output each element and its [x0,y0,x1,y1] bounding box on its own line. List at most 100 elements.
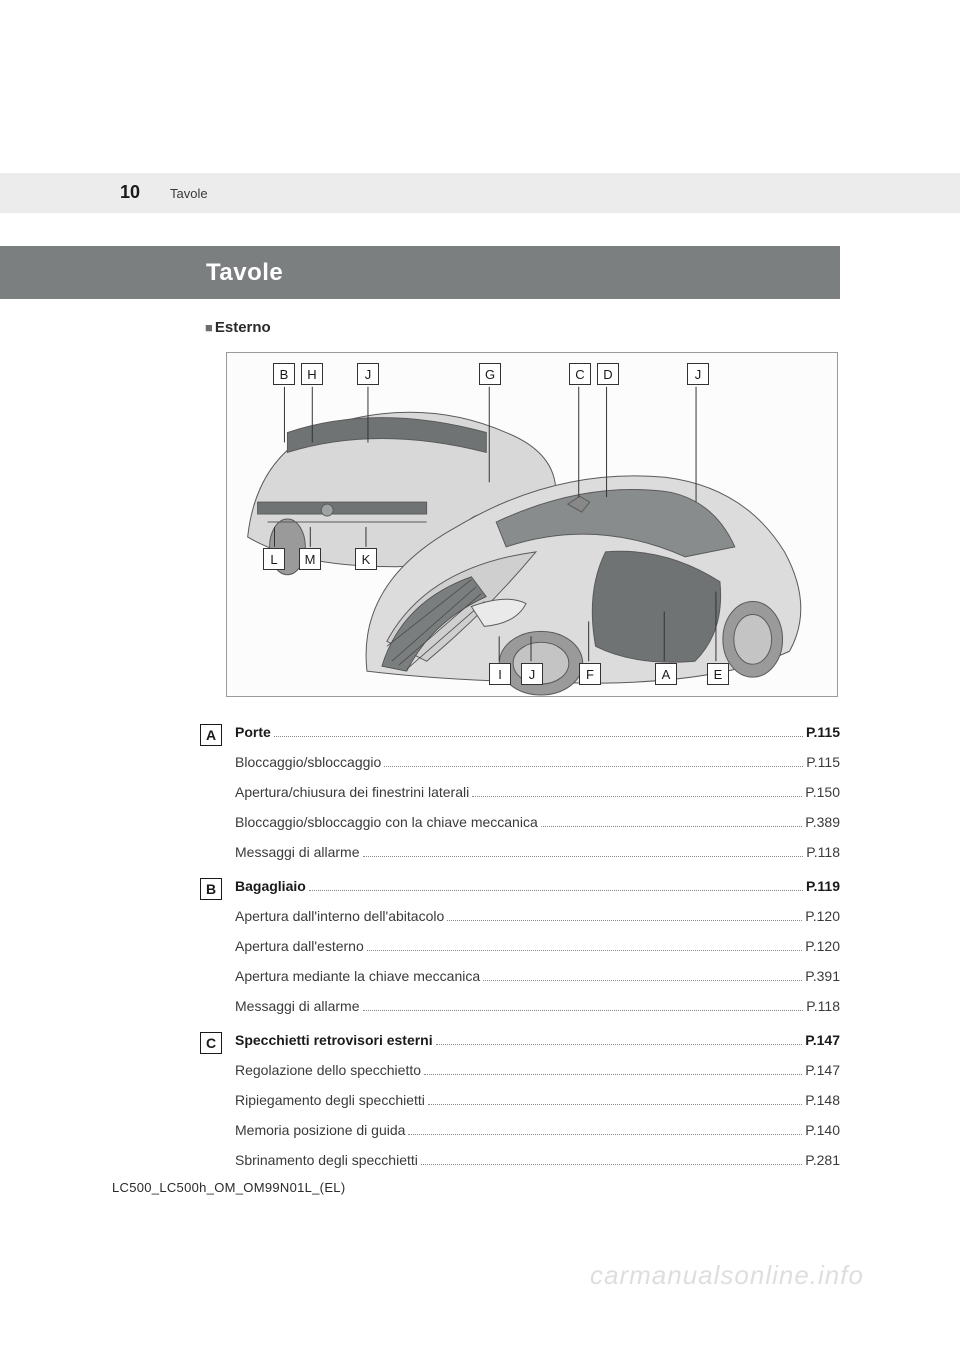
toc-item-label: Memoria posizione di guida [235,1122,405,1138]
callout-l: L [263,548,285,570]
toc-item-page: P.120 [805,908,840,924]
toc-item-page: P.118 [806,998,840,1014]
toc-letter-box: A [200,724,222,746]
toc-item-label: Messaggi di allarme [235,998,360,1014]
toc-dots [421,1164,802,1165]
toc-item-page: P.281 [805,1152,840,1168]
toc-item: Apertura mediante la chiave meccanica P.3… [200,968,840,998]
footer-document-code: LC500_LC500h_OM_OM99N01L_(EL) [112,1180,345,1195]
toc-heading-line: Porte P.115 [235,724,840,754]
toc-heading-page: P.119 [806,878,840,894]
toc-heading-label: Bagagliaio [235,878,306,894]
toc-item: Messaggi di allarme P.118 [200,844,840,874]
toc-item-label: Apertura mediante la chiave meccanica [235,968,480,984]
toc-dots [541,826,802,827]
toc-dots [424,1074,802,1075]
toc-item-label: Regolazione dello specchietto [235,1062,421,1078]
toc-item: Ripiegamento degli specchietti P.148 [200,1092,840,1122]
toc-heading-label: Specchietti retrovisori esterni [235,1032,433,1048]
toc-item-line: Apertura/chiusura dei finestrini lateral… [235,784,840,814]
toc-group-c: C Specchietti retrovisori esterni P.147 [200,1032,840,1062]
subhead-bullet-icon: ■ [205,320,213,335]
callout-g: G [479,363,501,385]
callout-a: A [655,663,677,685]
page-title: Tavole [206,259,283,287]
toc-dots [436,1044,803,1045]
toc-item-label: Apertura/chiusura dei finestrini lateral… [235,784,469,800]
toc-item-page: P.118 [806,844,840,860]
callout-m: M [299,548,321,570]
toc-dots [367,950,802,951]
header-band [0,173,960,213]
toc-item: Bloccaggio/sbloccaggio P.115 [200,754,840,784]
toc-heading-line: Specchietti retrovisori esterni P.147 [235,1032,840,1062]
callout-d: D [597,363,619,385]
subhead-text: Esterno [215,319,271,336]
toc-heading-label: Porte [235,724,271,740]
toc-item-line: Bloccaggio/sbloccaggio con la chiave mec… [235,814,840,844]
callout-k: K [355,548,377,570]
toc-item: Bloccaggio/sbloccaggio con la chiave mec… [200,814,840,844]
callout-f: F [579,663,601,685]
exterior-diagram: BHJGCDJLMKIJFAE [226,352,838,697]
toc-item-line: Apertura mediante la chiave meccanica P.3… [235,968,840,998]
callout-h: H [301,363,323,385]
toc-item-line: Apertura dall'esternoP.120 [235,938,840,968]
toc-item-line: Memoria posizione di guida P.140 [235,1122,840,1152]
toc-letter-box: B [200,878,222,900]
toc-item-page: P.140 [805,1122,840,1138]
toc-dots [428,1104,802,1105]
car-illustration [227,353,837,696]
toc-item-page: P.150 [805,784,840,800]
toc-item-page: P.389 [805,814,840,830]
toc-content: A Porte P.115 Bloccaggio/sbloccaggio P.115 Ap… [200,720,840,1182]
watermark: carmanualsonline.info [590,1260,864,1291]
toc-heading-page: P.147 [805,1032,840,1048]
toc-heading-page: P.115 [806,724,840,740]
toc-item-line: Sbrinamento degli specchietti P.281 [235,1152,840,1182]
toc-dots [472,796,802,797]
toc-item-label: Messaggi di allarme [235,844,360,860]
toc-item-line: Bloccaggio/sbloccaggio P.115 [235,754,840,784]
toc-group-a: A Porte P.115 [200,724,840,754]
toc-heading-line: Bagagliaio P.119 [235,878,840,908]
callout-e: E [707,663,729,685]
toc-dots [408,1134,802,1135]
toc-item-line: Messaggi di allarme P.118 [235,998,840,1028]
toc-dots [363,1010,804,1011]
toc-item: Apertura dall'interno dell'abitacolo P.12… [200,908,840,938]
title-bar: Tavole [130,246,840,299]
toc-item-label: Bloccaggio/sbloccaggio con la chiave mec… [235,814,538,830]
toc-item-label: Bloccaggio/sbloccaggio [235,754,381,770]
callout-c: C [569,363,591,385]
toc-item-page: P.391 [805,968,840,984]
page-number: 10 [120,182,140,203]
toc-item-page: P.115 [806,754,840,770]
toc-item-label: Apertura dall'esterno [235,938,364,954]
toc-item: Memoria posizione di guida P.140 [200,1122,840,1152]
toc-dots [363,856,804,857]
toc-item-page: P.148 [805,1092,840,1108]
subheading: ■Esterno [205,319,271,336]
toc-dots [447,920,802,921]
toc-dots [274,736,803,737]
toc-item: Regolazione dello specchietto P.147 [200,1062,840,1092]
toc-item: Sbrinamento degli specchietti P.281 [200,1152,840,1182]
breadcrumb: Tavole [170,186,208,201]
toc-item-label: Ripiegamento degli specchietti [235,1092,425,1108]
toc-item-line: Messaggi di allarme P.118 [235,844,840,874]
toc-item-page: P.147 [805,1062,840,1078]
toc-item: Apertura/chiusura dei finestrini lateral… [200,784,840,814]
toc-dots [384,766,803,767]
callout-j: J [521,663,543,685]
callout-i: I [489,663,511,685]
toc-item-line: Apertura dall'interno dell'abitacolo P.12… [235,908,840,938]
toc-item-label: Sbrinamento degli specchietti [235,1152,418,1168]
toc-item-line: Ripiegamento degli specchietti P.148 [235,1092,840,1122]
toc-item-label: Apertura dall'interno dell'abitacolo [235,908,444,924]
toc-letter-box: C [200,1032,222,1054]
toc-item: Messaggi di allarme P.118 [200,998,840,1028]
toc-item: Apertura dall'esternoP.120 [200,938,840,968]
toc-dots [309,890,803,891]
callout-j: J [687,363,709,385]
